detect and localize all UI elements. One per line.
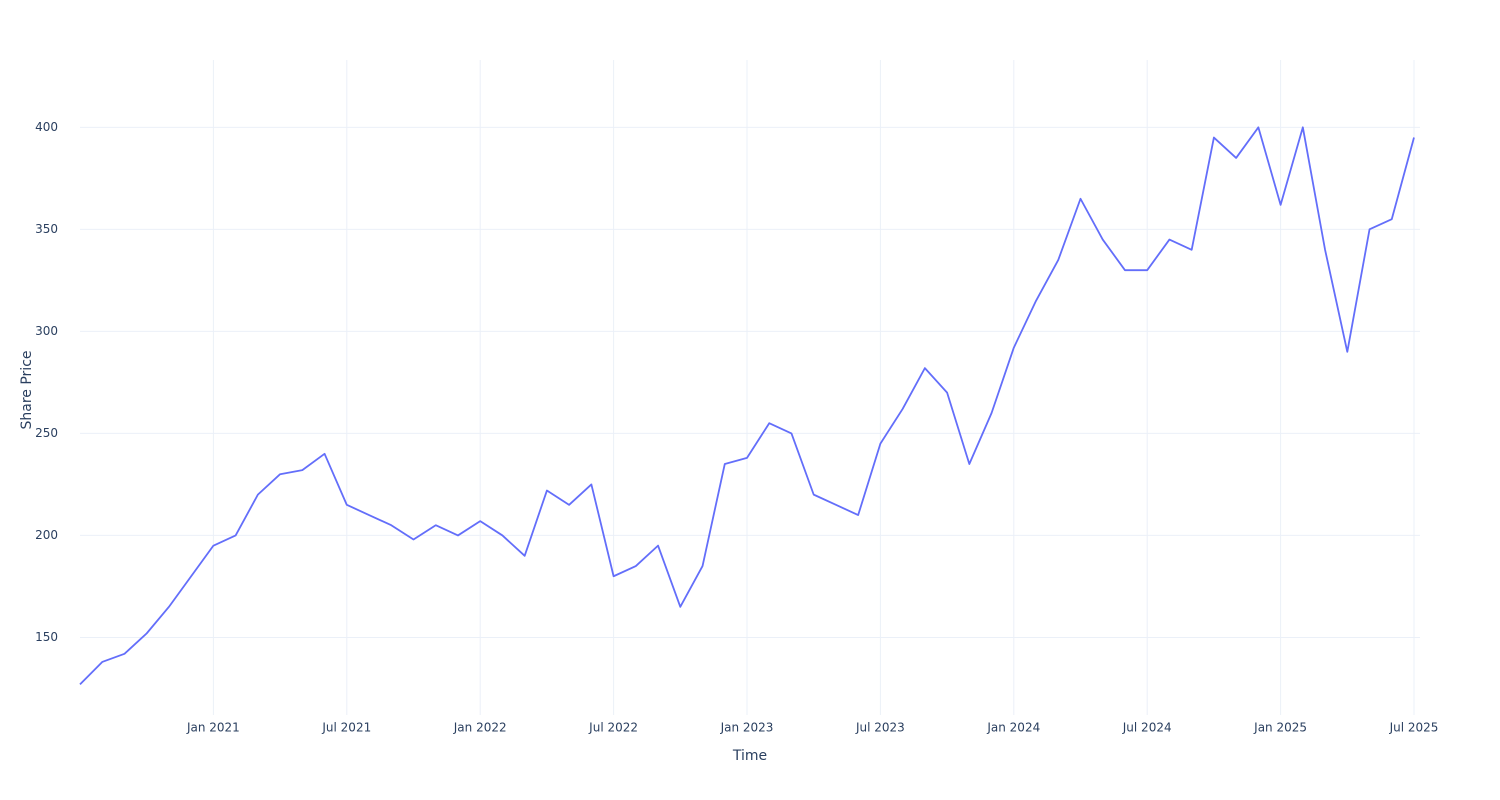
x-tick-label: Jan 2025	[1253, 721, 1307, 735]
x-tick-label: Jul 2021	[321, 721, 371, 735]
y-tick-label: 200	[35, 528, 58, 542]
x-tick-label: Jan 2022	[453, 721, 507, 735]
y-tick-label: 250	[35, 426, 58, 440]
x-tick-label: Jul 2024	[1122, 721, 1172, 735]
y-axis-title: Share Price	[19, 350, 35, 429]
y-tick-label: 350	[35, 222, 58, 236]
y-tick-label: 150	[35, 630, 58, 644]
x-tick-label: Jan 2024	[986, 721, 1040, 735]
x-axis-title: Time	[732, 748, 767, 764]
y-tick-label: 300	[35, 324, 58, 338]
x-tick-label: Jan 2021	[186, 721, 240, 735]
x-tick-label: Jul 2025	[1389, 721, 1439, 735]
x-tick-label: Jul 2022	[588, 721, 638, 735]
price-line	[79, 126, 1415, 686]
x-tick-label: Jan 2023	[720, 721, 774, 735]
x-tick-label: Jul 2023	[855, 721, 905, 735]
y-tick-label: 400	[35, 120, 58, 134]
